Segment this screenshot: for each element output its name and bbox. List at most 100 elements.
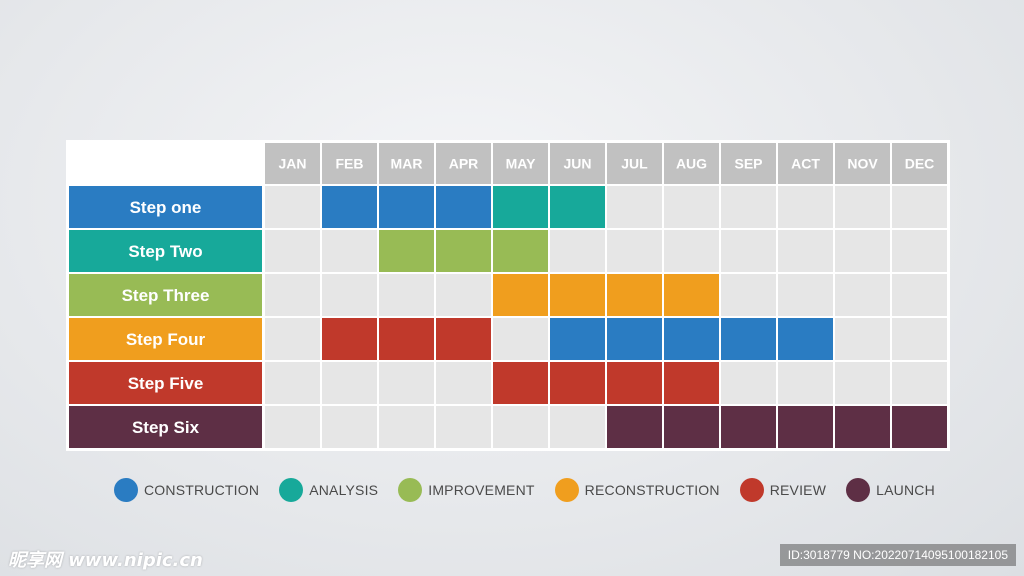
empty-cell xyxy=(721,186,776,228)
legend-label: ANALYSIS xyxy=(309,482,379,498)
empty-cell xyxy=(835,186,890,228)
gantt-bar-cell xyxy=(607,362,662,404)
empty-cell xyxy=(778,230,833,272)
month-header-cell xyxy=(322,143,377,184)
empty-cell xyxy=(778,274,833,316)
gantt-bar-cell xyxy=(835,406,890,448)
legend-item-launch: LAUNCH xyxy=(846,478,935,502)
empty-cell xyxy=(493,318,548,360)
gantt-bar-cell xyxy=(778,406,833,448)
gantt-bar-cell xyxy=(550,318,605,360)
month-header-cell xyxy=(835,143,890,184)
legend-swatch xyxy=(739,478,764,502)
empty-cell xyxy=(721,230,776,272)
gantt-bar-cell xyxy=(379,186,434,228)
empty-cell xyxy=(379,406,434,448)
empty-cell xyxy=(436,274,491,316)
month-label: FEB xyxy=(336,156,364,172)
month-header-cell xyxy=(892,143,947,184)
gantt-bar-cell xyxy=(550,362,605,404)
step-label: Step Three xyxy=(122,286,210,305)
legend-label: RECONSTRUCTION xyxy=(584,482,720,498)
legend-swatch xyxy=(846,478,871,502)
step-label-cell xyxy=(69,230,262,272)
legend-item-review: REVIEW xyxy=(739,478,826,502)
empty-cell xyxy=(322,406,377,448)
gantt-bar-cell xyxy=(664,406,719,448)
empty-cell xyxy=(607,230,662,272)
gantt-bar-cell xyxy=(493,362,548,404)
empty-cell xyxy=(265,406,320,448)
empty-cell xyxy=(892,362,947,404)
month-label: JUL xyxy=(621,156,648,172)
legend-item-reconstruction: RECONSTRUCTION xyxy=(554,478,720,502)
step-label: Step Five xyxy=(128,374,204,393)
gantt-bar-cell xyxy=(436,318,491,360)
empty-cell xyxy=(265,186,320,228)
legend-swatch xyxy=(554,478,579,502)
month-header-cell xyxy=(436,143,491,184)
month-label: APR xyxy=(449,156,479,172)
month-label: AUG xyxy=(676,156,707,172)
gantt-bar-cell xyxy=(550,274,605,316)
month-header-cell xyxy=(379,143,434,184)
gantt-bar-cell xyxy=(550,186,605,228)
empty-cell xyxy=(721,274,776,316)
empty-cell xyxy=(778,362,833,404)
gantt-bar-cell xyxy=(493,274,548,316)
gantt-bar-cell xyxy=(493,186,548,228)
legend-swatch xyxy=(398,478,423,502)
watermark-logo: 昵享网 www.nipic.cn xyxy=(8,550,203,571)
step-label-cell xyxy=(69,274,262,316)
empty-cell xyxy=(778,186,833,228)
empty-cell xyxy=(265,274,320,316)
gantt-bar-cell xyxy=(721,318,776,360)
legend-label: CONSTRUCTION xyxy=(144,482,260,498)
month-header-cell xyxy=(265,143,320,184)
empty-cell xyxy=(892,186,947,228)
empty-cell xyxy=(493,406,548,448)
gantt-bar-cell xyxy=(664,274,719,316)
step-label: Step Two xyxy=(128,242,202,261)
empty-cell xyxy=(550,230,605,272)
empty-cell xyxy=(721,362,776,404)
step-label-cell xyxy=(69,362,262,404)
empty-cell xyxy=(892,230,947,272)
legend-swatch xyxy=(114,478,138,502)
empty-cell xyxy=(436,362,491,404)
legend: CONSTRUCTION ANALYSIS IMPROVEMENT RECONSTRU… xyxy=(114,477,955,503)
gantt-bar-cell xyxy=(436,186,491,228)
empty-cell xyxy=(379,362,434,404)
step-label: Step Four xyxy=(126,330,206,349)
gantt-bar-cell xyxy=(892,406,947,448)
step-label-cell xyxy=(69,406,262,448)
gantt-bar-cell xyxy=(607,318,662,360)
month-header-cell xyxy=(493,143,548,184)
gantt-bar-cell xyxy=(322,318,377,360)
month-label: ACT xyxy=(791,156,820,172)
empty-cell xyxy=(322,274,377,316)
empty-cell xyxy=(436,406,491,448)
gantt-bar-cell xyxy=(664,362,719,404)
month-label: JAN xyxy=(278,156,306,172)
legend-swatch xyxy=(279,478,304,502)
gantt-bar-cell xyxy=(436,230,491,272)
empty-cell xyxy=(835,274,890,316)
step-label-cell xyxy=(69,186,262,228)
gantt-bar-cell xyxy=(721,406,776,448)
legend-label: IMPROVEMENT xyxy=(428,482,535,498)
gantt-bar-cell xyxy=(322,186,377,228)
empty-cell xyxy=(892,318,947,360)
empty-cell xyxy=(550,406,605,448)
month-header-cell xyxy=(550,143,605,184)
month-label: MAR xyxy=(391,156,423,172)
watermark-id: ID:3018779 NO:20220714095100182105 xyxy=(779,544,1016,566)
step-label: Step Six xyxy=(132,418,200,437)
legend-label: LAUNCH xyxy=(876,482,935,498)
empty-cell xyxy=(664,186,719,228)
gantt-bar-cell xyxy=(379,318,434,360)
month-label: MAY xyxy=(506,156,536,172)
month-label: DEC xyxy=(905,156,935,172)
empty-cell xyxy=(265,230,320,272)
legend-item-construction: CONSTRUCTION xyxy=(114,478,259,502)
